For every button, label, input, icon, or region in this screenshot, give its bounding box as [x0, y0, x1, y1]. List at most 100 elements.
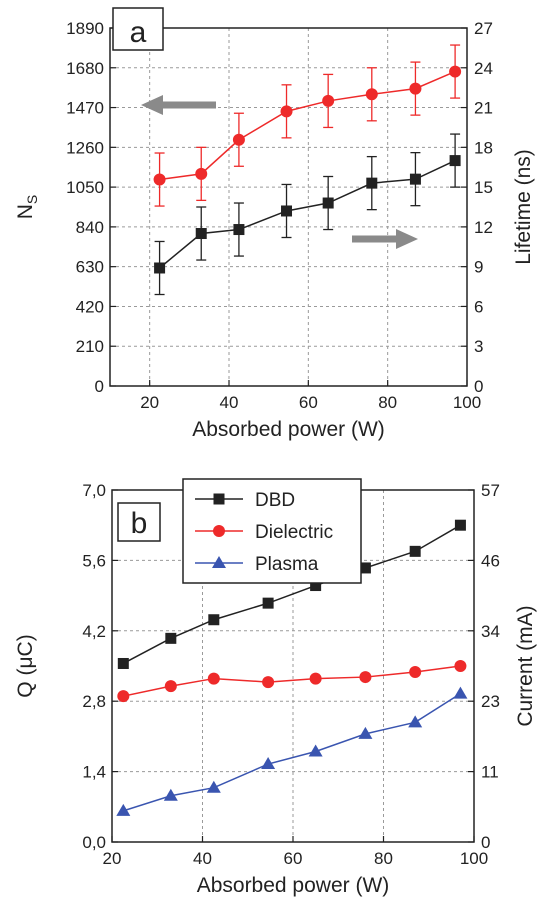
- y-left-tick-label: 630: [76, 258, 104, 277]
- y-left-tick-label: 1680: [66, 59, 104, 78]
- panel-a-chart: 20 40 60 80 10002104206308401050126014701680…: [14, 7, 535, 441]
- y-left-tick-label: 1470: [66, 99, 104, 118]
- data-point: [408, 715, 423, 728]
- series-1: [154, 133, 461, 296]
- series-dbd: [117, 519, 466, 669]
- data-point: [449, 65, 462, 78]
- data-point: [116, 803, 131, 816]
- legend-label: Plasma: [255, 554, 319, 575]
- y-right-tick-label: 57: [481, 481, 500, 500]
- data-point: [409, 545, 421, 557]
- x-tick-label: 80: [378, 393, 397, 412]
- plot-frame: [109, 27, 468, 387]
- legend-label: DBD: [255, 490, 295, 511]
- y-right-tick-label: 0: [481, 833, 490, 852]
- y-right-tick-label: 34: [481, 622, 500, 641]
- data-point: [117, 657, 129, 669]
- panel-label-box: [117, 502, 161, 542]
- panel-label-box: [112, 7, 164, 51]
- data-point: [207, 672, 220, 685]
- x-tick-label: 60: [299, 393, 318, 412]
- y-left-tick-label: 0,0: [82, 833, 106, 852]
- y-left-tick-label: 1,4: [82, 763, 106, 782]
- data-point: [233, 224, 245, 236]
- x-axis-label: Absorbed power (W): [197, 874, 390, 897]
- data-point: [454, 519, 466, 531]
- panel-b-chart: 20 40 60 80 100 0,0 1,4 2,8 4,2 5,6 7,0 0 11 23 34 46 57…: [14, 478, 537, 897]
- y-left-tick-label: 7,0: [82, 481, 106, 500]
- y-left-tick-label: 1260: [66, 138, 104, 157]
- data-point: [309, 672, 322, 685]
- data-point: [449, 155, 461, 167]
- legend-marker: [213, 525, 225, 537]
- y-right-tick-label: 12: [474, 218, 493, 237]
- y-left-axis-label: Q (μC): [14, 634, 37, 697]
- y-left-tick-label: 1890: [66, 19, 104, 38]
- data-point: [366, 177, 378, 189]
- data-point: [310, 580, 322, 592]
- data-point: [358, 726, 373, 739]
- y-left-axis-label: NS: [14, 195, 40, 220]
- series-dielectric: [117, 660, 467, 703]
- x-tick-label: 80: [374, 849, 393, 868]
- data-point: [154, 262, 166, 274]
- y-left-tick-label: 210: [76, 337, 104, 356]
- x-tick-label: 60: [284, 849, 303, 868]
- y-left-tick-label: 0: [95, 377, 104, 396]
- legend-marker: [212, 556, 226, 568]
- data-point: [280, 105, 293, 118]
- data-point: [359, 562, 371, 574]
- y-left-tick-label: 840: [76, 218, 104, 237]
- y-right-tick-label: 24: [474, 59, 493, 78]
- data-point: [195, 228, 207, 240]
- y-left-tick-label: 420: [76, 297, 104, 316]
- data-point: [322, 94, 335, 107]
- y-right-tick-label: 27: [474, 19, 493, 38]
- legend-box: [182, 478, 362, 584]
- data-point: [409, 666, 422, 679]
- y-right-tick-label: 6: [474, 297, 483, 316]
- y-right-axis-label: Lifetime (ns): [512, 149, 535, 265]
- data-point: [208, 614, 220, 626]
- arrow-right-axis-head: [396, 229, 418, 249]
- data-point: [262, 676, 275, 689]
- series-line: [159, 70, 456, 181]
- data-point: [453, 686, 468, 699]
- series-line: [123, 665, 461, 697]
- data-point: [359, 671, 372, 684]
- y-right-tick-label: 11: [481, 763, 499, 782]
- y-right-tick-label: 18: [474, 138, 493, 157]
- data-point: [409, 173, 421, 185]
- data-point: [322, 197, 334, 209]
- data-point: [261, 757, 276, 770]
- y-right-tick-label: 0: [474, 377, 483, 396]
- series-line: [122, 524, 461, 665]
- y-right-tick-label: 3: [474, 337, 483, 356]
- data-point: [232, 133, 245, 146]
- panel-label: b: [131, 507, 148, 540]
- x-tick-label: 100: [460, 849, 488, 868]
- y-left-tick-label: 4,2: [82, 622, 106, 641]
- y-right-tick-label: 46: [481, 551, 500, 570]
- data-point: [365, 88, 378, 101]
- data-point: [281, 205, 293, 217]
- x-tick-label: 20: [103, 849, 122, 868]
- legend-marker: [213, 493, 225, 505]
- y-left-tick-label: 5,6: [82, 551, 106, 570]
- y-left-axis-label-subscript: S: [24, 195, 40, 204]
- series-plasma: [116, 686, 468, 816]
- x-tick-label: 20: [140, 393, 159, 412]
- series-line: [159, 159, 456, 269]
- y-right-axis-label: Current (mA): [514, 605, 537, 726]
- legend-label: Dielectric: [255, 522, 333, 543]
- y-right-tick-label: 9: [474, 258, 483, 277]
- x-tick-label: 100: [453, 393, 481, 412]
- data-point: [163, 788, 178, 801]
- y-left-tick-label: 1050: [66, 178, 104, 197]
- data-point: [195, 167, 208, 180]
- data-point: [164, 680, 177, 693]
- y-right-tick-label: 21: [474, 99, 493, 118]
- data-point: [206, 780, 221, 793]
- data-point: [308, 744, 323, 757]
